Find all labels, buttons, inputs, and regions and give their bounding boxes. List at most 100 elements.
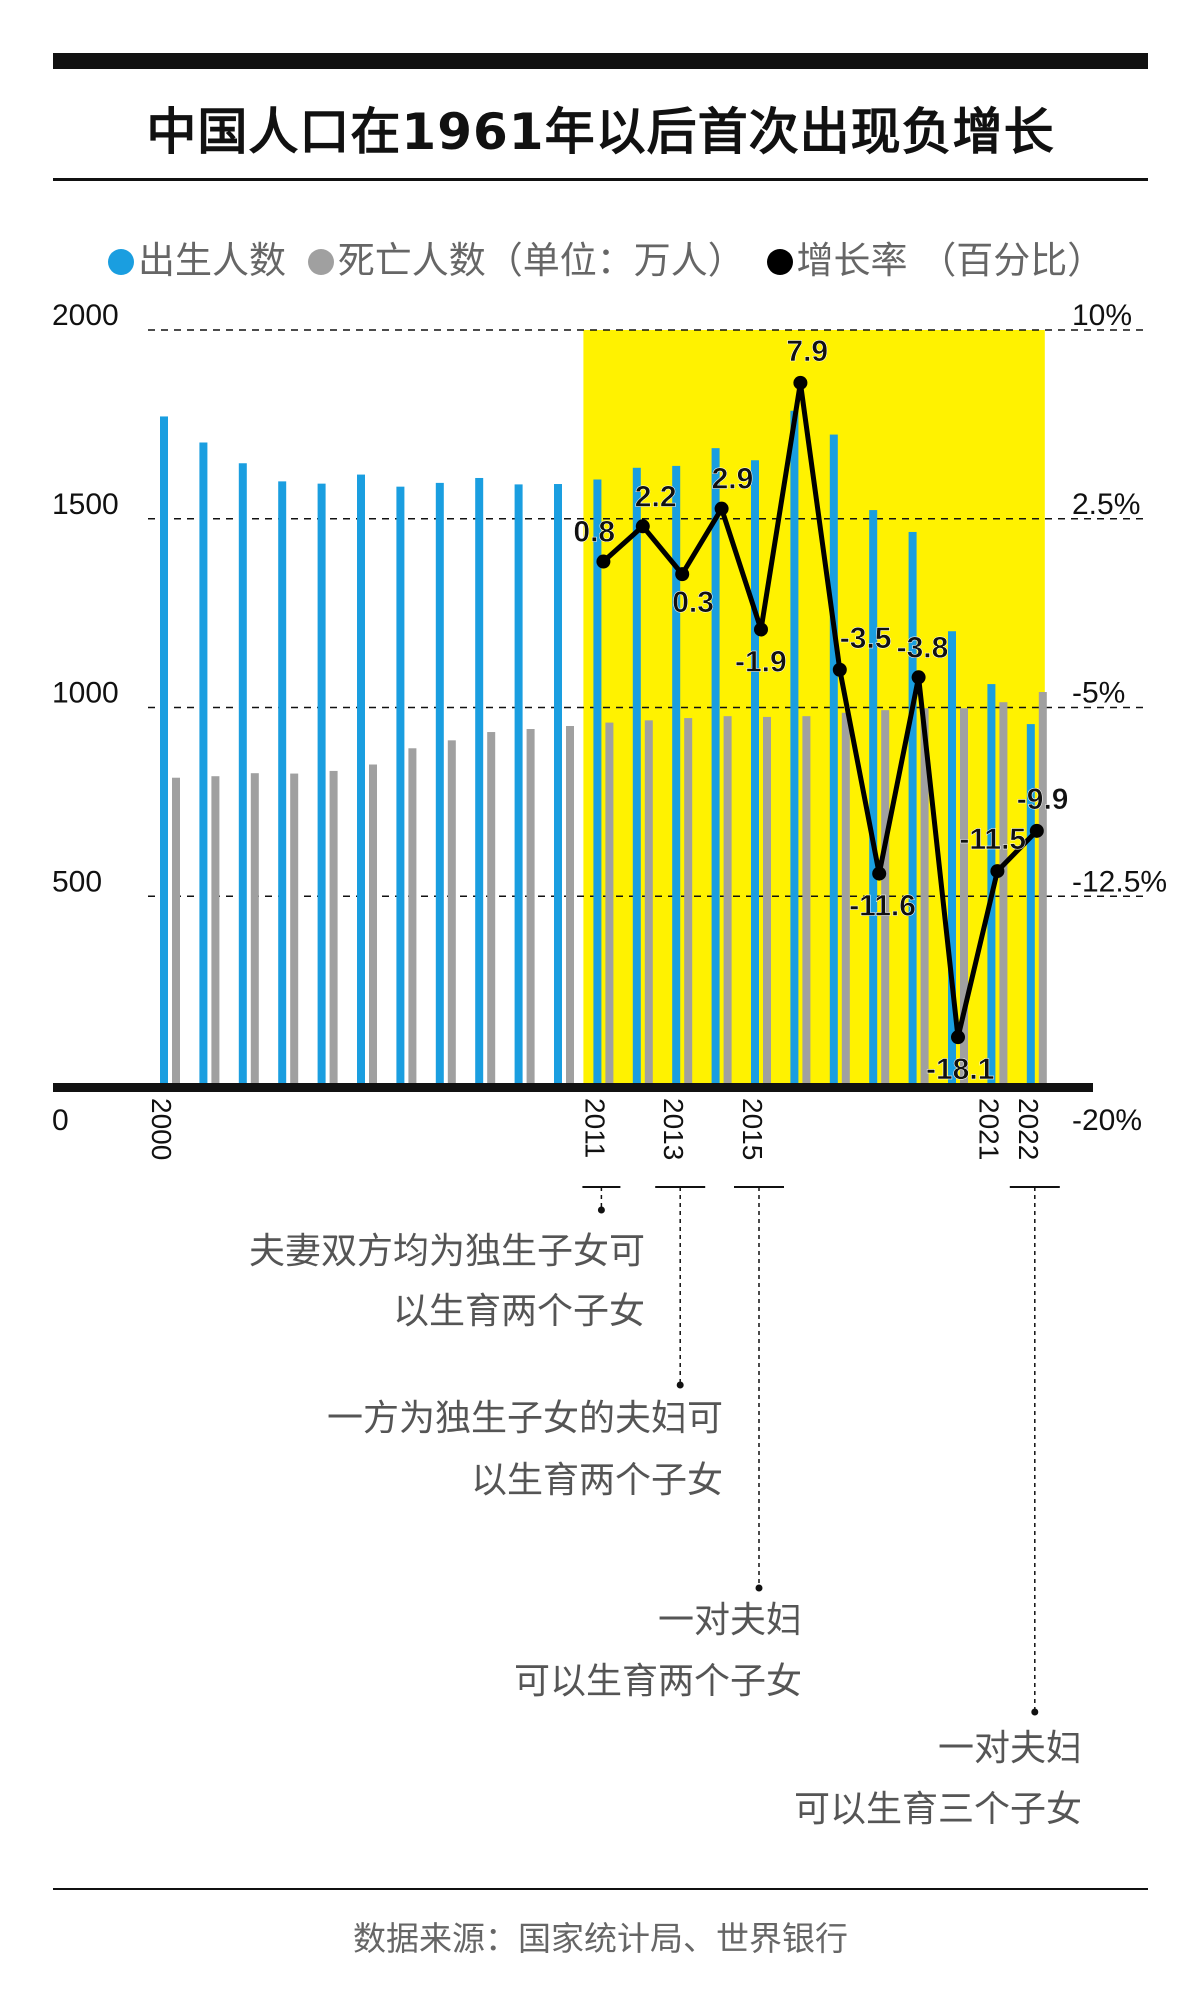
bar-births: [396, 486, 405, 1086]
births-dot-icon: [108, 249, 134, 275]
growth-point: [990, 864, 1005, 879]
annotation-text: 以生育两个子女: [393, 1291, 645, 1332]
legend-births: 出生人数: [108, 239, 286, 282]
bar-deaths: [250, 773, 259, 1085]
growth-data-label: -3.5: [840, 622, 892, 655]
x-tick-label: 2022: [1013, 1098, 1044, 1160]
left-tick-label: 0: [52, 1104, 69, 1137]
bar-births: [711, 448, 720, 1086]
bottom-rule: [53, 1888, 1148, 1890]
legend-deaths-label: 死亡人数: [337, 239, 486, 282]
bar-deaths: [763, 716, 771, 1085]
left-tick-label: 1000: [52, 677, 119, 710]
growth-point: [596, 554, 611, 569]
bar-births: [869, 510, 878, 1085]
right-tick-label: -12.5%: [1072, 865, 1167, 898]
growth-data-label: 2.9: [712, 463, 754, 496]
x-tick-label: 2000: [146, 1098, 177, 1160]
bar-births: [1026, 724, 1035, 1085]
x-axis-baseline: [53, 1083, 1093, 1092]
bar-deaths: [566, 725, 574, 1085]
bar-births: [238, 463, 247, 1085]
bar-births: [554, 484, 562, 1085]
bar-births: [435, 482, 444, 1085]
legend-births-label: 出生人数: [138, 239, 286, 282]
annotation-dot: [597, 1206, 605, 1214]
left-tick-label: 2000: [52, 299, 119, 332]
growth-data-label: -9.9: [1017, 783, 1069, 816]
growth-line: [601, 380, 1039, 1040]
bar-births: [790, 410, 799, 1085]
growth-point: [1029, 823, 1044, 838]
bar-deaths: [408, 748, 417, 1085]
growth-dot-icon: [766, 249, 793, 275]
bar-births: [948, 631, 956, 1085]
bar-births: [475, 477, 484, 1086]
left-tick-label: 1500: [52, 488, 119, 521]
legend-growth: 增长率 （百分比）: [766, 239, 1105, 282]
chart-svg: 0 500 1000 1500 2000 -20% -12.5% -5% 2.5% 10% 2000…: [52, 299, 1167, 1830]
growth-data-label: -3.8: [897, 631, 949, 664]
legend-unit-label: （单位：万人）: [485, 239, 745, 282]
growth-data-label: -11.5: [959, 823, 1026, 856]
growth-data-label: -18.1: [926, 1053, 994, 1086]
right-tick-label: 10%: [1072, 299, 1132, 332]
bar-births: [632, 467, 641, 1086]
growth-data-label: 2.2: [635, 480, 677, 513]
growth-point: [793, 375, 808, 390]
growth-point: [832, 662, 847, 677]
bar-births: [829, 434, 838, 1085]
bar-deaths: [644, 720, 653, 1085]
growth-data-label: 0.8: [573, 516, 615, 549]
legend-growth-label: 增长率: [796, 239, 908, 282]
bar-deaths: [369, 764, 377, 1085]
bar-births: [199, 442, 208, 1085]
bar-deaths: [447, 740, 456, 1085]
growth-data-label: 7.9: [786, 335, 828, 368]
growth-point: [635, 519, 650, 534]
growth-data-label: -11.6: [849, 890, 916, 923]
bar-births: [672, 465, 681, 1085]
annotation-text: 一对夫妇: [938, 1728, 1082, 1769]
bar-deaths: [684, 718, 693, 1085]
growth-data-label: 0.3: [672, 586, 714, 619]
legend-deaths: 死亡人数（单位：万人）: [307, 239, 745, 282]
bar-deaths: [487, 732, 496, 1085]
annotation-text: 可以生育三个子女: [794, 1789, 1082, 1830]
growth-point: [754, 622, 768, 637]
bar-births: [278, 481, 287, 1085]
bar-births: [160, 416, 168, 1085]
bar-deaths: [920, 708, 929, 1085]
growth-point: [714, 501, 729, 516]
growth-point: [675, 567, 690, 582]
growth-point: [911, 670, 926, 685]
bar-births: [357, 474, 365, 1085]
x-tick-label: 2015: [737, 1098, 768, 1160]
growth-data-label: -1.9: [735, 645, 787, 678]
left-tick-label: 500: [52, 865, 102, 898]
bar-deaths: [881, 710, 890, 1085]
annotation-text: 一对夫妇: [658, 1600, 802, 1641]
bar-deaths: [723, 716, 732, 1085]
top-rule: [53, 53, 1148, 69]
bar-deaths: [290, 773, 299, 1085]
bar-deaths: [172, 777, 180, 1085]
legend-growth-unit: （百分比）: [919, 239, 1105, 282]
x-tick-label: 2013: [658, 1098, 689, 1160]
growth-point: [951, 1030, 965, 1045]
annotation-dot: [676, 1381, 684, 1389]
bar-births: [514, 484, 523, 1086]
annotation-text: 以生育两个子女: [471, 1460, 723, 1501]
right-tick-label: -20%: [1072, 1104, 1142, 1137]
title-rule: [53, 178, 1148, 181]
right-tick-label: -5%: [1072, 677, 1125, 710]
bar-deaths: [329, 770, 338, 1085]
source-note: 数据来源：国家统计局、世界银行: [353, 1919, 848, 1958]
bar-deaths: [999, 702, 1008, 1085]
right-tick-label: 2.5%: [1072, 488, 1140, 521]
annotation-text: 一方为独生子女的夫妇可: [327, 1398, 723, 1439]
growth-point: [872, 866, 887, 881]
bar-deaths: [211, 776, 220, 1085]
x-tick-label: 2011: [579, 1098, 610, 1158]
annotation-dot: [1031, 1708, 1039, 1716]
